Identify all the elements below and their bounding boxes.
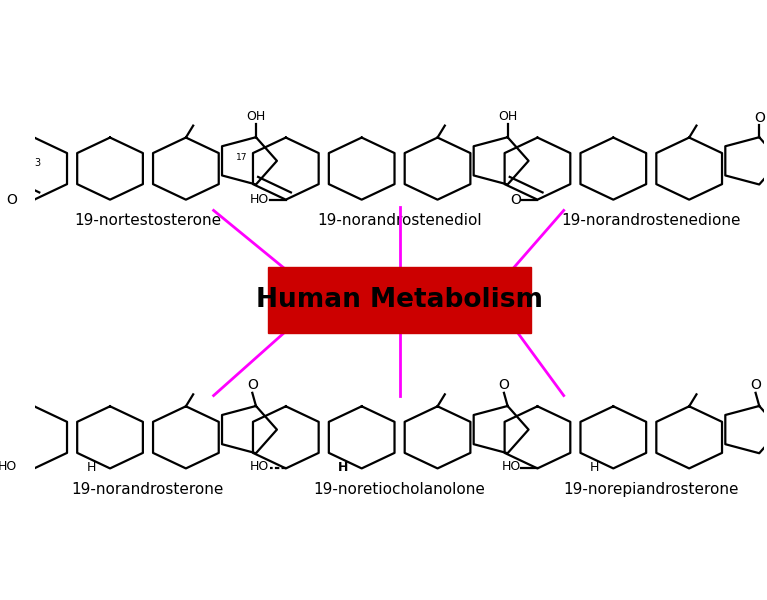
Text: HO: HO: [250, 460, 269, 473]
Text: 17: 17: [235, 154, 247, 163]
Text: 19-norandrosterone: 19-norandrosterone: [72, 482, 224, 497]
Text: H: H: [590, 461, 599, 474]
Text: H: H: [87, 461, 96, 474]
Text: OH: OH: [246, 110, 265, 124]
Text: HO: HO: [502, 460, 521, 473]
Text: Human Metabolism: Human Metabolism: [256, 287, 543, 313]
Text: O: O: [510, 193, 521, 206]
Text: 19-noretiocholanolone: 19-noretiocholanolone: [314, 482, 486, 497]
Text: O: O: [7, 193, 18, 206]
Text: HO: HO: [250, 193, 269, 206]
FancyBboxPatch shape: [268, 267, 531, 333]
Text: 3: 3: [35, 158, 41, 167]
Text: O: O: [750, 377, 761, 392]
Text: 19-norepiandrosterone: 19-norepiandrosterone: [564, 482, 739, 497]
Text: O: O: [247, 377, 258, 392]
Text: O: O: [499, 377, 509, 392]
Text: 19-nortestosterone: 19-nortestosterone: [74, 213, 222, 228]
Text: 19-norandrostenediol: 19-norandrostenediol: [318, 213, 482, 228]
Text: HO: HO: [0, 460, 18, 473]
Text: H: H: [337, 461, 348, 474]
Text: O: O: [754, 110, 765, 125]
Text: 19-norandrostenedione: 19-norandrostenedione: [561, 213, 741, 228]
Text: OH: OH: [498, 110, 517, 124]
